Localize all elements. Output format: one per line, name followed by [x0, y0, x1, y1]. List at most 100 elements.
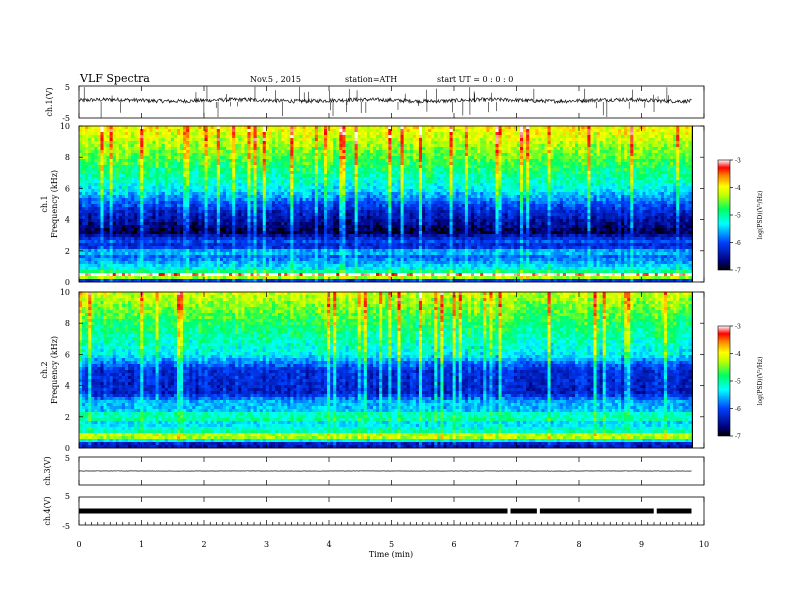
spectrogram-cell: [511, 132, 514, 135]
spectrogram-cell: [404, 129, 407, 132]
spectrogram-cell: [587, 126, 590, 129]
spectrogram-cell: [229, 132, 232, 135]
spectrogram-cell: [529, 138, 532, 141]
spectrogram-cell: [149, 138, 152, 141]
spectrogram-cell: [342, 141, 345, 144]
spectrogram-cell: [339, 138, 342, 141]
spectrogram-cell: [174, 147, 177, 150]
spectrogram-cell: [557, 147, 560, 150]
spectrogram-cell: [153, 129, 156, 132]
spectrogram-cell: [82, 144, 85, 147]
spectrogram-cell: [116, 147, 119, 150]
spectrogram-cell: [434, 138, 437, 141]
spectrogram-cell: [545, 126, 548, 129]
spectrogram-cell: [590, 135, 593, 138]
spectrogram-cell: [235, 138, 238, 141]
spectrogram-cell: [502, 132, 505, 135]
spectrogram-cell: [186, 129, 189, 132]
spectrogram-cell: [281, 138, 284, 141]
spectrogram-cell: [272, 126, 275, 129]
spectrogram-cell: [226, 141, 229, 144]
ch1-panel: 5 -5 ch.1(V): [45, 83, 704, 123]
spectrogram-cell: [226, 147, 229, 150]
spectrogram-cell: [615, 135, 618, 138]
spectrogram-cell: [388, 135, 391, 138]
spectrogram-cell: [352, 141, 355, 144]
spectrogram-cell: [177, 126, 180, 129]
spectrogram-cell: [425, 144, 428, 147]
spectrogram-cell: [269, 138, 272, 141]
spectrogram-cell: [450, 141, 453, 144]
spectrogram-cell: [391, 147, 394, 150]
spectrogram-cell: [477, 138, 480, 141]
spectrogram-cell: [636, 135, 639, 138]
spectrogram-cell: [143, 141, 146, 144]
spectrogram-cell: [373, 138, 376, 141]
spectrogram-cell: [336, 138, 339, 141]
spectrogram-cell: [247, 138, 250, 141]
spectrogram-cell: [529, 147, 532, 150]
spectrogram-cell: [125, 138, 128, 141]
spectrogram-cell: [468, 141, 471, 144]
spectrogram-cell: [220, 144, 223, 147]
spectrogram-cell: [324, 147, 327, 150]
spectrogram-cell: [385, 147, 388, 150]
spectrogram-cell: [113, 144, 116, 147]
spectrogram-cell: [107, 132, 110, 135]
spectrogram-cell: [422, 138, 425, 141]
spectrogram-cell: [551, 135, 554, 138]
spectrogram-cell: [416, 147, 419, 150]
spectrogram-cell: [146, 129, 149, 132]
spectrogram-cell: [468, 138, 471, 141]
spectrogram-cell: [496, 129, 499, 132]
spectrogram-cell: [168, 132, 171, 135]
spectrogram-cell: [211, 129, 214, 132]
spectrogram-cell: [511, 147, 514, 150]
spectrogram-cell: [492, 138, 495, 141]
spectrogram-cell: [229, 138, 232, 141]
spectrogram-cell: [450, 135, 453, 138]
spectrogram-cell: [404, 135, 407, 138]
spectrogram-cell: [627, 132, 630, 135]
spectrogram-cell: [361, 135, 364, 138]
spectrogram-cell: [398, 144, 401, 147]
spectrogram-cell: [416, 126, 419, 129]
spectrogram-cell: [174, 126, 177, 129]
spectrogram-cell: [584, 132, 587, 135]
spectrogram-cell: [293, 129, 296, 132]
spectrogram-cell: [398, 147, 401, 150]
spectrogram-cell: [104, 138, 107, 141]
spectrogram-cell: [180, 138, 183, 141]
spectrogram-cell: [624, 144, 627, 147]
spectrogram-cell: [529, 135, 532, 138]
spectrogram-cell: [107, 144, 110, 147]
spectrogram-cell: [560, 144, 563, 147]
spectrogram-cell: [526, 141, 529, 144]
spectrogram-cell: [100, 129, 103, 132]
spectrogram-cell: [658, 144, 661, 147]
spectrogram-cell: [91, 147, 94, 150]
spectrogram-cell: [254, 132, 257, 135]
spectrogram-cell: [655, 141, 658, 144]
spectrogram-cell: [486, 141, 489, 144]
spectrogram-cell: [502, 147, 505, 150]
spectrogram-cell: [318, 147, 321, 150]
spectrogram-cell: [324, 141, 327, 144]
spectrogram-cell: [667, 141, 670, 144]
spectrogram-cell: [514, 135, 517, 138]
spectrogram-cell: [566, 126, 569, 129]
spectrogram-cell: [557, 138, 560, 141]
spectrogram-cell: [627, 126, 630, 129]
spectrogram-cell: [116, 126, 119, 129]
spectrogram-cell: [394, 126, 397, 129]
spectrogram-cell: [251, 135, 254, 138]
spectrogram-cell: [189, 138, 192, 141]
spectrogram-cell: [612, 132, 615, 135]
spectrogram-cell: [630, 141, 633, 144]
spectrogram-cell: [569, 144, 572, 147]
spectrogram-cell: [293, 147, 296, 150]
spectrogram-cell: [373, 132, 376, 135]
spectrogram-cell: [241, 129, 244, 132]
spectrogram-cell: [468, 129, 471, 132]
spectrogram-cell: [569, 129, 572, 132]
